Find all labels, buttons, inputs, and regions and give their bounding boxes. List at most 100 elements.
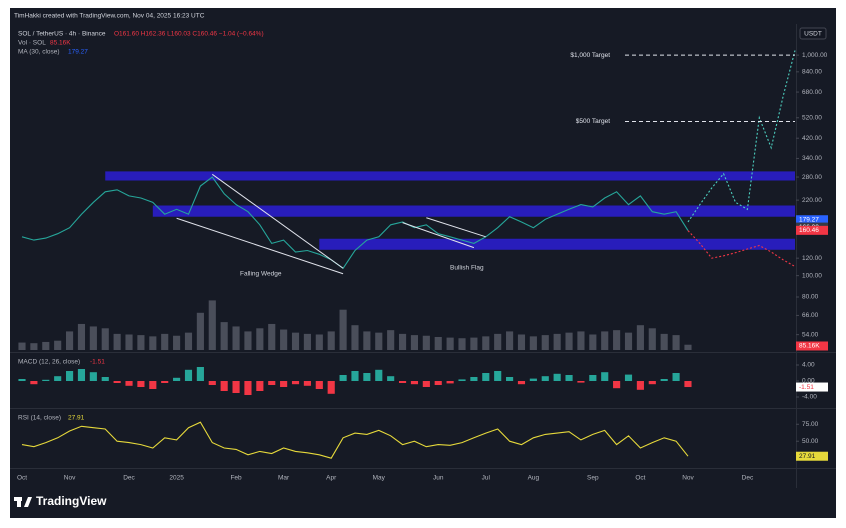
y-tick-label: -4.00 xyxy=(802,394,817,401)
bar xyxy=(422,335,430,350)
bar xyxy=(220,381,228,391)
rsi-legend: RSI (14, close) xyxy=(18,415,61,422)
zone xyxy=(319,238,795,250)
bar xyxy=(268,381,276,385)
rsi-legend-value: 27.91 xyxy=(68,415,85,422)
macd-legend: MACD (12, 26, close) xyxy=(18,359,80,366)
ma-legend-value: 179.27 xyxy=(68,49,88,56)
bar xyxy=(363,331,371,350)
bar xyxy=(208,381,216,385)
price-tag-label: 179.27 xyxy=(799,216,819,223)
x-tick-label: Oct xyxy=(635,475,645,482)
bar xyxy=(446,337,454,350)
bar xyxy=(315,334,323,350)
bar xyxy=(42,379,50,381)
y-tick-label: 120.00 xyxy=(802,255,822,262)
unit-box xyxy=(799,27,827,40)
bar xyxy=(101,328,109,350)
bar xyxy=(196,367,204,381)
bar xyxy=(624,332,633,350)
target-label: $500 Target xyxy=(576,118,610,125)
bar xyxy=(101,377,109,381)
bar xyxy=(363,373,371,381)
footer-brand: TradingView xyxy=(36,494,107,508)
bar xyxy=(636,325,644,350)
bar xyxy=(291,381,300,385)
x-tick-label: Jun xyxy=(433,475,444,482)
bar xyxy=(517,334,526,350)
bar xyxy=(89,372,97,381)
x-tick-label: Oct xyxy=(17,475,27,482)
ohlc-legend: O161.60 H162.36 L160.03 C160.46 −1.04 (−… xyxy=(114,31,264,38)
bar xyxy=(77,369,86,381)
bar xyxy=(351,325,359,350)
bar xyxy=(565,332,573,350)
bar xyxy=(577,381,585,383)
price-tag xyxy=(796,215,828,225)
projection-line xyxy=(687,50,796,223)
bar xyxy=(410,335,419,350)
y-tick-label: 280.00 xyxy=(802,174,822,181)
bar xyxy=(18,342,26,350)
bar xyxy=(184,369,193,381)
y-tick-label: 420.00 xyxy=(802,135,822,142)
bar xyxy=(434,336,442,350)
bar xyxy=(303,381,311,386)
bar xyxy=(422,381,430,387)
bar xyxy=(482,336,490,350)
bar xyxy=(184,332,193,350)
bar xyxy=(648,328,656,350)
bar xyxy=(327,381,335,394)
bar xyxy=(577,331,585,350)
bar xyxy=(553,373,561,381)
value-tag xyxy=(796,382,828,392)
bar xyxy=(529,336,537,350)
bar xyxy=(18,379,26,381)
bar xyxy=(613,381,621,389)
y-tick-label: 840.00 xyxy=(802,69,822,76)
bar xyxy=(636,381,644,390)
target-label: $1,000 Target xyxy=(570,52,610,59)
volume-legend: Vol · SOL xyxy=(18,40,46,47)
y-tick-label: 50.00 xyxy=(802,438,819,445)
bar xyxy=(506,331,514,350)
bar xyxy=(672,335,680,350)
y-tick-label: 75.00 xyxy=(802,421,819,428)
bar xyxy=(327,331,335,350)
volume-legend-value: 85.16K xyxy=(50,40,71,47)
bar xyxy=(541,376,549,381)
ma-legend: MA (30, close) xyxy=(18,49,60,56)
bar xyxy=(208,300,216,350)
bar xyxy=(137,335,145,350)
bar xyxy=(624,374,633,381)
bar xyxy=(280,381,288,387)
bar xyxy=(529,378,537,381)
bar xyxy=(256,381,264,391)
annotation: Falling Wedge xyxy=(240,271,282,278)
value-tag-label: -1.51 xyxy=(799,384,814,391)
price-tag xyxy=(796,225,828,235)
bar xyxy=(161,381,169,383)
y-tick-label: 340.00 xyxy=(802,155,822,162)
header: TimHakki created with TradingView.com, N… xyxy=(14,13,205,20)
bar xyxy=(149,336,157,350)
bar xyxy=(517,381,526,385)
x-tick-label: Nov xyxy=(682,475,694,482)
x-tick-label: Feb xyxy=(230,475,242,482)
y-tick-label: 520.00 xyxy=(802,114,822,121)
bar xyxy=(339,309,347,350)
bar xyxy=(291,332,300,350)
bar xyxy=(244,381,252,395)
y-tick-label: 1,000.00 xyxy=(802,52,828,59)
bar xyxy=(303,333,311,350)
y-tick-label: 66.00 xyxy=(802,312,819,319)
bar xyxy=(434,381,442,385)
unit-label: USDT xyxy=(804,31,822,38)
bar xyxy=(387,330,395,350)
bar xyxy=(660,333,668,350)
bar xyxy=(375,332,383,350)
y-tick-label: 100.00 xyxy=(802,272,822,279)
bar xyxy=(256,328,264,350)
